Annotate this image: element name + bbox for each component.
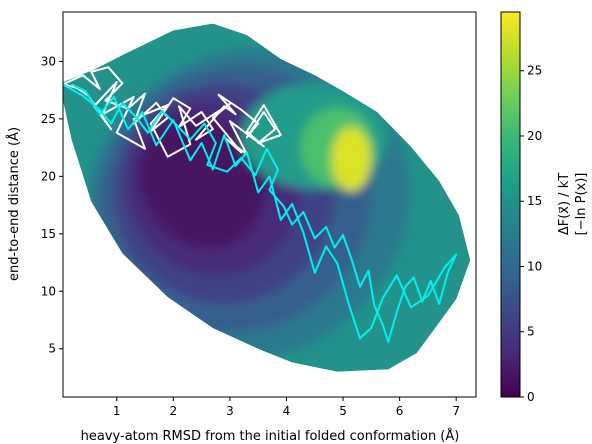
colorbar: 0 5 10 15 20 25 ΔF(x⃗) / kT [−ln P(x)] bbox=[500, 11, 589, 404]
colorbar-tick-label: 25 bbox=[527, 64, 542, 78]
x-tick-label: 2 bbox=[170, 404, 178, 418]
y-tick-label: 5 bbox=[48, 342, 56, 356]
plot-area: 1 2 3 4 5 6 7 5 10 15 20 25 30 heavy-atom RMSD from… bbox=[6, 11, 477, 444]
colorbar-tick-label: 10 bbox=[527, 259, 542, 273]
surface-levels bbox=[84, 48, 410, 362]
colorbar-ticks: 0 5 10 15 20 25 bbox=[520, 64, 542, 404]
trajectories bbox=[63, 66, 458, 343]
colorbar-tick-label: 20 bbox=[527, 129, 542, 143]
y-tick-label: 10 bbox=[41, 284, 56, 298]
surface-high-region-2 bbox=[331, 126, 372, 192]
x-tick-label: 6 bbox=[396, 404, 404, 418]
y-tick-label: 20 bbox=[41, 169, 56, 183]
colorbar-gradient bbox=[501, 12, 520, 397]
x-tick-label: 5 bbox=[339, 404, 347, 418]
x-axis-ticks: 1 2 3 4 5 6 7 bbox=[113, 397, 460, 418]
surface-level-4 bbox=[139, 115, 265, 249]
x-axis-label: heavy-atom RMSD from the initial folded … bbox=[81, 428, 460, 444]
colorbar-tick-label: 15 bbox=[527, 194, 542, 208]
free-energy-surface bbox=[63, 23, 471, 372]
colorbar-tick-label: 5 bbox=[527, 325, 535, 339]
x-tick-label: 3 bbox=[226, 404, 234, 418]
colorbar-label-line1: ΔF(x⃗) / kT bbox=[557, 173, 572, 235]
trajectory-line-1 bbox=[63, 83, 458, 343]
y-axis-ticks: 5 10 15 20 25 30 bbox=[41, 54, 63, 356]
y-axis-label: end-to-end distance (Å) bbox=[6, 127, 22, 281]
y-tick-label: 15 bbox=[41, 227, 56, 241]
y-tick-label: 30 bbox=[41, 54, 56, 68]
plot-frame bbox=[62, 11, 477, 398]
colorbar-frame bbox=[500, 11, 521, 398]
x-tick-label: 4 bbox=[283, 404, 291, 418]
x-tick-label: 7 bbox=[452, 404, 460, 418]
colorbar-tick-label: 0 bbox=[527, 390, 535, 404]
x-tick-label: 1 bbox=[113, 404, 121, 418]
colorbar-label-line2: [−ln P(x)] bbox=[574, 173, 589, 236]
y-tick-label: 25 bbox=[41, 112, 56, 126]
